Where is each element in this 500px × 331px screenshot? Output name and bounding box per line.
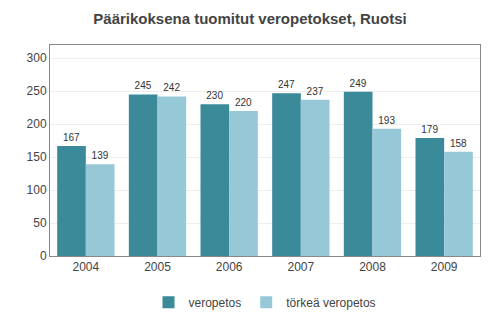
- svg-text:veropetos: veropetos: [189, 296, 242, 310]
- svg-text:250: 250: [27, 84, 47, 98]
- svg-text:törkeä veropetos: törkeä veropetos: [286, 296, 375, 310]
- svg-text:2006: 2006: [216, 260, 243, 274]
- svg-text:50: 50: [33, 216, 47, 230]
- svg-text:167: 167: [63, 132, 80, 143]
- svg-text:2008: 2008: [359, 260, 386, 274]
- svg-text:300: 300: [27, 51, 47, 65]
- svg-text:242: 242: [163, 82, 180, 93]
- svg-text:237: 237: [307, 86, 324, 97]
- svg-text:193: 193: [378, 115, 395, 126]
- svg-text:2004: 2004: [72, 260, 99, 274]
- svg-text:100: 100: [27, 183, 47, 197]
- svg-text:245: 245: [135, 80, 152, 91]
- svg-text:249: 249: [350, 78, 367, 89]
- svg-text:200: 200: [27, 117, 47, 131]
- svg-text:139: 139: [92, 150, 109, 161]
- svg-text:2007: 2007: [287, 260, 314, 274]
- svg-text:Päärikoksena tuomitut veropeto: Päärikoksena tuomitut veropetokset, Ruot…: [93, 10, 406, 27]
- svg-text:230: 230: [206, 90, 223, 101]
- svg-text:150: 150: [27, 150, 47, 164]
- svg-text:2009: 2009: [431, 260, 458, 274]
- svg-text:0: 0: [40, 249, 47, 263]
- svg-text:247: 247: [278, 79, 295, 90]
- svg-text:220: 220: [235, 97, 252, 108]
- svg-text:2005: 2005: [144, 260, 171, 274]
- svg-text:179: 179: [421, 124, 438, 135]
- svg-text:158: 158: [450, 138, 467, 149]
